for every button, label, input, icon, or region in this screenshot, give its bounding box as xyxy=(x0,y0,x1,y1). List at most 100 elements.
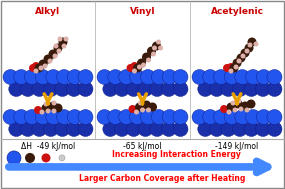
Circle shape xyxy=(48,50,58,59)
Circle shape xyxy=(134,109,139,115)
Circle shape xyxy=(66,122,82,136)
Circle shape xyxy=(119,70,134,84)
Circle shape xyxy=(46,109,61,125)
Circle shape xyxy=(239,106,243,112)
Circle shape xyxy=(161,122,176,136)
Circle shape xyxy=(103,122,118,136)
Circle shape xyxy=(267,70,282,84)
Circle shape xyxy=(130,70,144,84)
Circle shape xyxy=(56,49,62,53)
Circle shape xyxy=(237,53,245,63)
Circle shape xyxy=(267,81,282,97)
Circle shape xyxy=(44,54,52,64)
Circle shape xyxy=(58,37,68,46)
Circle shape xyxy=(55,122,70,136)
Circle shape xyxy=(152,42,161,50)
Circle shape xyxy=(235,70,250,84)
Circle shape xyxy=(29,64,37,72)
Circle shape xyxy=(203,109,218,125)
Circle shape xyxy=(241,101,249,111)
Circle shape xyxy=(161,81,176,97)
Circle shape xyxy=(3,70,18,84)
Circle shape xyxy=(14,109,29,125)
Circle shape xyxy=(46,108,50,114)
Circle shape xyxy=(44,101,48,106)
Circle shape xyxy=(48,101,58,111)
Circle shape xyxy=(227,63,235,71)
Circle shape xyxy=(48,59,52,64)
Circle shape xyxy=(108,109,123,125)
Circle shape xyxy=(46,70,61,84)
Circle shape xyxy=(115,81,129,97)
Circle shape xyxy=(55,81,70,97)
Text: Larger Carbon Coverage after Heating: Larger Carbon Coverage after Heating xyxy=(79,174,246,183)
Circle shape xyxy=(233,108,237,112)
Circle shape xyxy=(54,104,62,112)
Text: Vinyl: Vinyl xyxy=(130,8,155,16)
Circle shape xyxy=(78,122,93,136)
Circle shape xyxy=(223,64,231,72)
Circle shape xyxy=(20,81,35,97)
Circle shape xyxy=(227,102,235,112)
Circle shape xyxy=(66,81,82,97)
Circle shape xyxy=(142,101,151,109)
Circle shape xyxy=(141,70,155,84)
Circle shape xyxy=(156,40,161,44)
Circle shape xyxy=(42,104,50,112)
Circle shape xyxy=(43,122,58,136)
Circle shape xyxy=(119,109,134,125)
Circle shape xyxy=(267,109,282,125)
Circle shape xyxy=(192,70,207,84)
Circle shape xyxy=(54,43,62,53)
Circle shape xyxy=(42,64,48,68)
Circle shape xyxy=(38,66,44,70)
Circle shape xyxy=(220,105,228,113)
Circle shape xyxy=(20,122,35,136)
Circle shape xyxy=(32,81,47,97)
Circle shape xyxy=(54,43,58,49)
Circle shape xyxy=(56,109,72,125)
Text: -149 kJ/mol: -149 kJ/mol xyxy=(215,143,258,151)
Circle shape xyxy=(246,70,260,84)
Circle shape xyxy=(173,122,188,136)
Circle shape xyxy=(146,108,151,112)
Circle shape xyxy=(137,59,146,67)
Circle shape xyxy=(245,108,249,112)
Circle shape xyxy=(135,102,144,112)
Circle shape xyxy=(42,153,50,162)
Circle shape xyxy=(233,64,239,70)
Circle shape xyxy=(256,109,271,125)
Circle shape xyxy=(224,70,239,84)
Circle shape xyxy=(67,70,82,84)
Circle shape xyxy=(198,81,213,97)
Circle shape xyxy=(233,99,243,108)
Circle shape xyxy=(115,122,129,136)
Circle shape xyxy=(229,68,233,74)
Circle shape xyxy=(173,70,188,84)
Circle shape xyxy=(34,64,44,73)
Circle shape xyxy=(40,109,44,115)
Circle shape xyxy=(14,70,29,84)
Circle shape xyxy=(152,46,157,50)
Circle shape xyxy=(59,155,65,161)
Circle shape xyxy=(203,70,218,84)
Text: Alkyl: Alkyl xyxy=(35,8,60,16)
Circle shape xyxy=(64,36,68,42)
Circle shape xyxy=(224,109,239,125)
Circle shape xyxy=(245,43,253,53)
Circle shape xyxy=(231,101,235,105)
Circle shape xyxy=(52,53,58,59)
Circle shape xyxy=(247,99,255,108)
Circle shape xyxy=(247,43,253,47)
Circle shape xyxy=(3,109,18,125)
Circle shape xyxy=(241,53,245,59)
Circle shape xyxy=(126,81,141,97)
Circle shape xyxy=(173,81,188,97)
Circle shape xyxy=(221,81,236,97)
Circle shape xyxy=(232,81,247,97)
Circle shape xyxy=(198,122,213,136)
Circle shape xyxy=(43,81,58,97)
Circle shape xyxy=(142,53,151,61)
Circle shape xyxy=(25,109,39,125)
Circle shape xyxy=(232,122,247,136)
